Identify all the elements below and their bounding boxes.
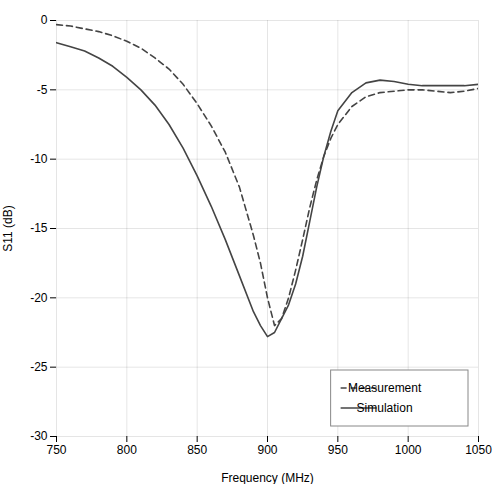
- svg-text:-5: -5: [37, 83, 48, 97]
- svg-text:-10: -10: [30, 152, 48, 166]
- svg-text:1000: 1000: [395, 443, 422, 457]
- svg-text:-15: -15: [30, 221, 48, 235]
- svg-text:-20: -20: [30, 291, 48, 305]
- svg-text:900: 900: [257, 443, 277, 457]
- svg-text:0: 0: [41, 13, 48, 27]
- svg-text:S11 (dB): S11 (dB): [1, 205, 15, 251]
- svg-text:950: 950: [328, 443, 348, 457]
- svg-text:-30: -30: [30, 429, 48, 443]
- svg-text:Measurement: Measurement: [348, 381, 422, 395]
- svg-text:850: 850: [187, 443, 207, 457]
- svg-text:1050: 1050: [465, 443, 492, 457]
- svg-text:-25: -25: [30, 360, 48, 374]
- svg-text:750: 750: [46, 443, 66, 457]
- svg-text:800: 800: [117, 443, 137, 457]
- svg-text:Simulation: Simulation: [357, 401, 413, 415]
- svg-text:Frequency (MHz): Frequency (MHz): [221, 471, 314, 484]
